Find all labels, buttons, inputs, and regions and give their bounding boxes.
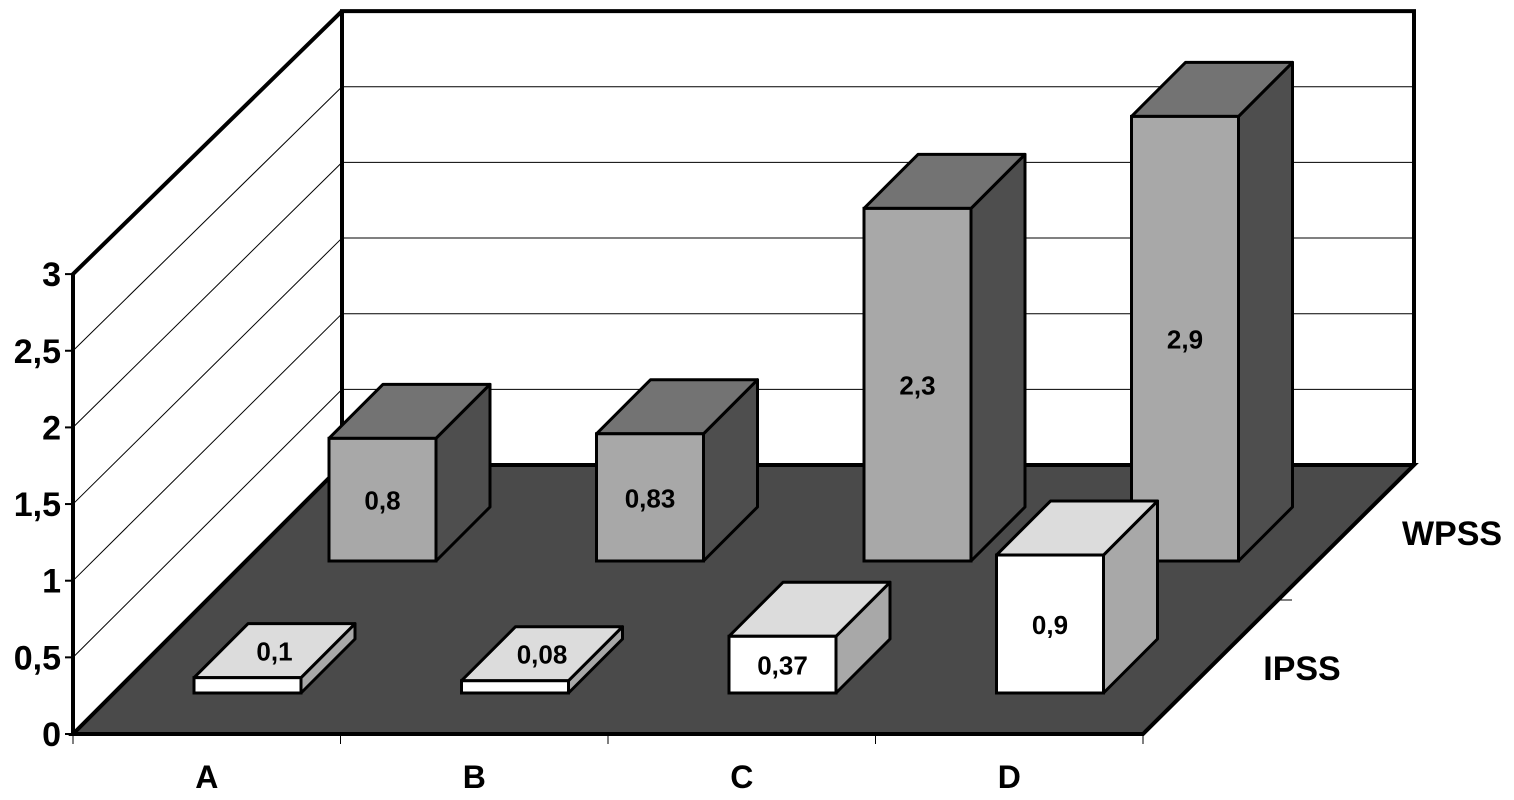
gridline-side [72, 237, 343, 505]
series-label: WPSS [1402, 515, 1502, 553]
gridline-side [72, 388, 343, 658]
series-label: IPSS [1263, 650, 1340, 688]
bar [727, 634, 838, 695]
data-label: 0,08 [517, 640, 568, 670]
data-label: 0,8 [364, 486, 400, 516]
y-tick-label: 0,5 [14, 639, 61, 677]
y-tick-label: 0 [42, 716, 61, 754]
data-label: 2,3 [899, 371, 935, 401]
data-label: 0,9 [1032, 610, 1068, 640]
gridline-side [72, 86, 343, 352]
y-tick-label: 3 [42, 256, 61, 294]
gridline-side [72, 162, 343, 428]
y-tick-label: 2,5 [14, 333, 61, 371]
bar-side [969, 152, 1027, 563]
gridline-side [72, 313, 343, 582]
bar [995, 553, 1105, 695]
data-label: 0,37 [757, 651, 808, 681]
bar [595, 432, 705, 563]
data-label: 0,1 [256, 637, 292, 667]
back-wall-outline [340, 9, 1416, 465]
category-label: A [195, 759, 218, 795]
bar [327, 436, 438, 563]
category-label: B [463, 759, 486, 795]
y-tick-label: 2 [42, 409, 61, 447]
data-label: 2,9 [1167, 325, 1203, 355]
bar-side [1237, 60, 1294, 563]
bar [862, 206, 973, 563]
y-tick-label: 1,5 [14, 486, 61, 524]
bar [1130, 114, 1240, 563]
category-label: D [998, 759, 1021, 795]
chart-bars [192, 60, 1294, 695]
chart-labels: 0 0,5 1 1,5 2 2,5 3 A B C D WPSS IPSS 0,8 0,83 2,3 2,9 0,… [14, 256, 1502, 795]
bar [460, 679, 570, 695]
data-label: 0,83 [625, 483, 676, 513]
category-label: C [730, 759, 753, 795]
y-tick-label: 1 [42, 563, 61, 601]
bar [192, 676, 303, 695]
